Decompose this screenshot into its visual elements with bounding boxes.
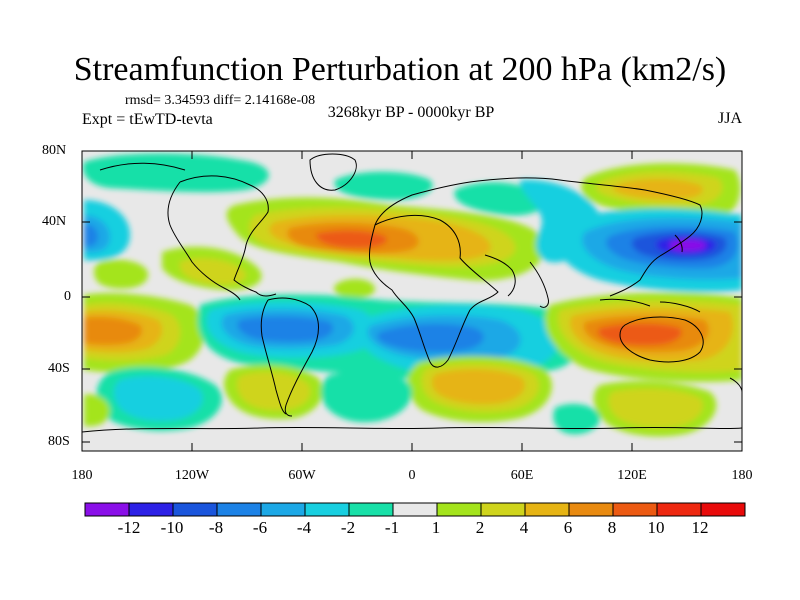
colorbar-swatch bbox=[260, 502, 306, 517]
north-america-west-coast bbox=[167, 181, 241, 301]
cb-label-neg4: -4 bbox=[296, 518, 312, 537]
spac-ridge-core bbox=[84, 316, 142, 345]
eurasia-coast bbox=[374, 177, 703, 297]
axis-ticks bbox=[81, 150, 743, 451]
caribbean-ridge-inner bbox=[179, 258, 246, 285]
cb-label-neg8: -8 bbox=[208, 518, 224, 537]
africa-outline bbox=[369, 215, 499, 368]
period-label: 3268kyr BP - 0000kyr BP bbox=[327, 104, 495, 121]
cb-label-1: 1 bbox=[431, 518, 441, 537]
colorbar-swatch bbox=[612, 502, 658, 517]
colorbar-swatch bbox=[392, 502, 438, 517]
greenland-outline bbox=[309, 153, 357, 191]
southern-ocean-low bbox=[321, 371, 412, 423]
ylabel-80s: 80S bbox=[48, 434, 70, 449]
arctic-low-1 bbox=[334, 171, 433, 200]
siberian-high-core bbox=[612, 179, 703, 200]
arg-ridge-core bbox=[237, 371, 311, 411]
colorbar-swatch bbox=[172, 502, 218, 517]
sind-low-core bbox=[377, 323, 484, 353]
experiment-label: Expt = tEwTD-tevta bbox=[82, 111, 213, 128]
eurasian-ridge-core bbox=[315, 230, 388, 248]
australia-outline bbox=[619, 316, 704, 363]
xlabel-60w: 60W bbox=[288, 468, 316, 483]
cb-label-neg12: -12 bbox=[117, 518, 141, 537]
india-coast bbox=[529, 261, 549, 308]
cb-label-neg6: -6 bbox=[252, 518, 268, 537]
ylabel-40s: 40S bbox=[48, 361, 70, 376]
rmsd-stats: rmsd= 3.34593 diff= 2.14168e-08 bbox=[125, 93, 316, 108]
atlantic-ridge-small bbox=[333, 278, 376, 298]
cb-label-neg10: -10 bbox=[160, 518, 184, 537]
spac-ridge-south-core bbox=[608, 388, 703, 428]
cb-label-8: 8 bbox=[607, 518, 617, 537]
se-pac-low-core bbox=[114, 376, 203, 421]
satl-ridge-core bbox=[431, 369, 525, 405]
colorbar-swatch bbox=[128, 502, 174, 517]
colorbar-swatch bbox=[84, 502, 130, 517]
arabia-coast bbox=[484, 254, 516, 297]
season-label: JJA bbox=[717, 110, 742, 127]
ylabel-80n: 80N bbox=[42, 143, 67, 158]
colorbar-swatch bbox=[348, 502, 394, 517]
xlabel-0: 0 bbox=[408, 468, 416, 483]
colorbar-swatch bbox=[524, 502, 570, 517]
colorbar-swatch bbox=[656, 502, 702, 517]
coastlines bbox=[82, 153, 742, 433]
cb-label-2: 2 bbox=[475, 518, 485, 537]
xlabel-180e: 180 bbox=[731, 468, 753, 483]
arctic-low-2 bbox=[454, 182, 545, 216]
cb-label-10: 10 bbox=[647, 518, 665, 537]
colorbar bbox=[84, 502, 746, 517]
colorbar-swatch bbox=[700, 502, 746, 517]
japan-coast bbox=[674, 234, 683, 253]
north-america-coast bbox=[179, 175, 277, 297]
contour-fields bbox=[82, 153, 742, 437]
colorbar-swatch bbox=[216, 502, 262, 517]
aus-ridge-core bbox=[597, 323, 682, 346]
xlabel-120e: 120E bbox=[617, 468, 647, 483]
ylabel-40n: 40N bbox=[42, 214, 67, 229]
west-edge-ridge bbox=[84, 394, 110, 427]
colorbar-swatch bbox=[568, 502, 614, 517]
indonesia-islands bbox=[599, 298, 701, 313]
ross-low bbox=[553, 403, 601, 435]
xlabel-180w: 180 bbox=[71, 468, 93, 483]
cb-label-neg1: -1 bbox=[384, 518, 400, 537]
mexico-ridge-outer bbox=[94, 259, 149, 289]
south-america-west bbox=[260, 299, 287, 415]
antarctica-coast bbox=[82, 426, 742, 433]
cb-label-6: 6 bbox=[563, 518, 573, 537]
map-title: Streamfunction Perturbation at 200 hPa (… bbox=[73, 51, 727, 88]
ylabel-0: 0 bbox=[64, 289, 71, 304]
cb-label-4: 4 bbox=[519, 518, 529, 537]
alaska-coast bbox=[99, 162, 186, 171]
colorbar-swatch bbox=[304, 502, 350, 517]
cb-label-neg2: -2 bbox=[340, 518, 356, 537]
colorbar-swatch bbox=[436, 502, 482, 517]
colorbar-swatch bbox=[480, 502, 526, 517]
cb-label-12: 12 bbox=[691, 518, 709, 537]
wpac-low-core bbox=[669, 239, 707, 251]
xlabel-60e: 60E bbox=[510, 468, 534, 483]
xlabel-120w: 120W bbox=[174, 468, 210, 483]
natl-low-core bbox=[84, 224, 98, 247]
south-america-east bbox=[267, 297, 319, 417]
nh-pacific-low-outer bbox=[83, 153, 269, 193]
